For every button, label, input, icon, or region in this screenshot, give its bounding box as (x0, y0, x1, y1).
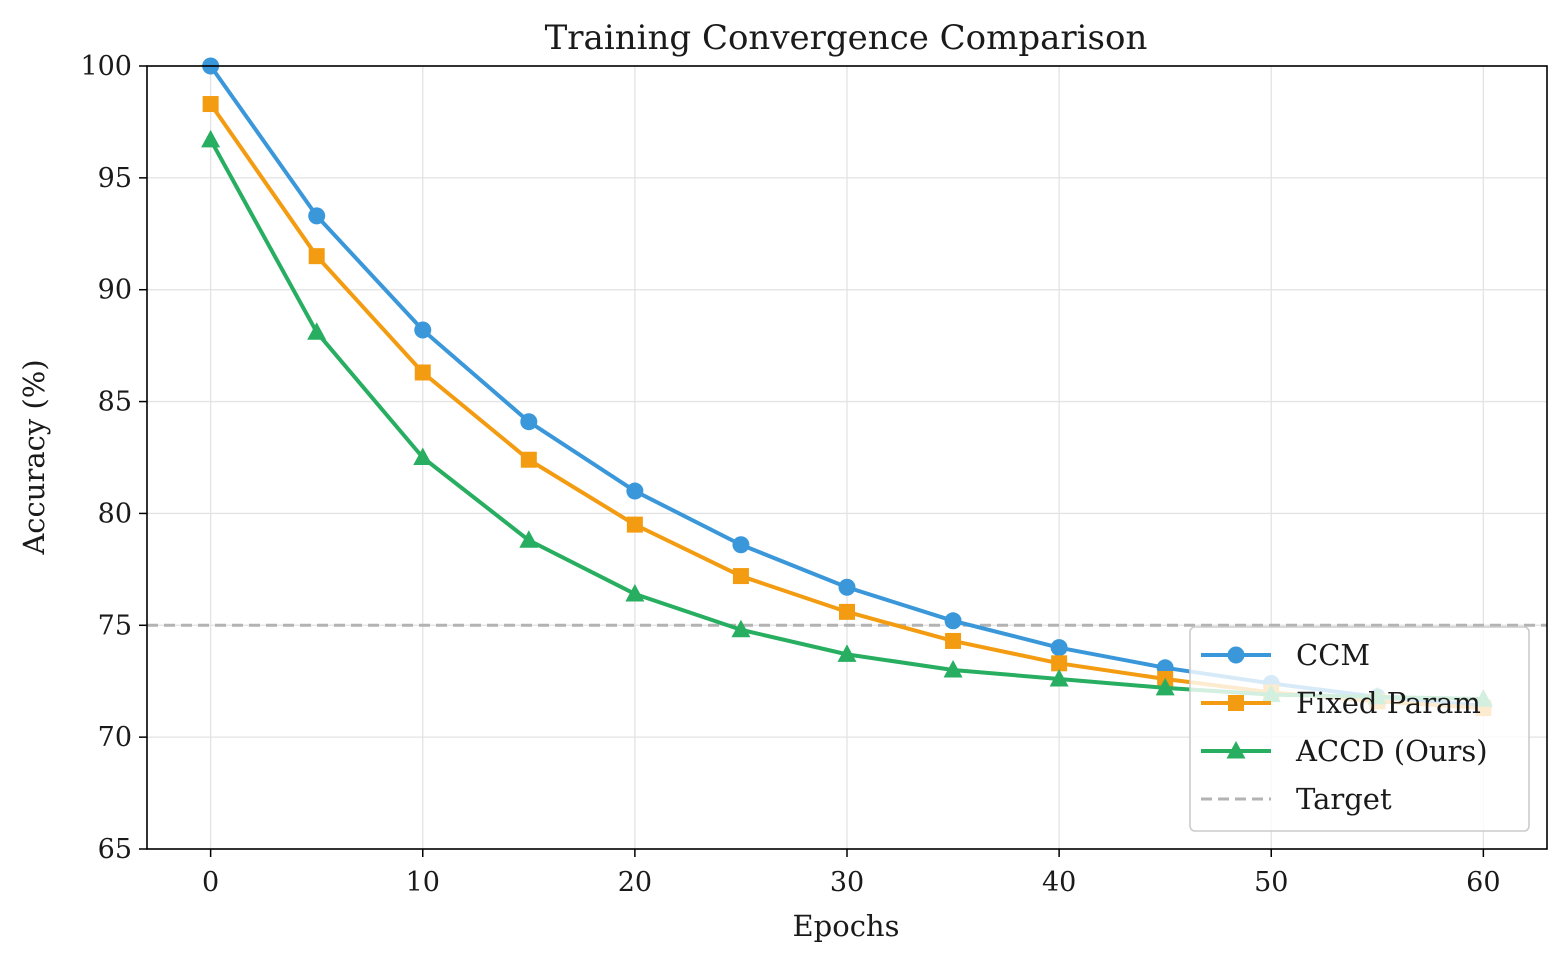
legend-marker (1227, 646, 1245, 664)
legend-label: ACCD (Ours) (1295, 734, 1488, 768)
x-tick-label: 0 (202, 867, 219, 898)
legend-entry: ACCD (Ours) (1201, 734, 1488, 768)
legend-label: CCM (1296, 638, 1370, 672)
legend-entry: Target (1201, 782, 1392, 816)
y-tick-label: 95 (98, 163, 132, 194)
data-point (944, 612, 962, 630)
data-point (1049, 668, 1069, 687)
data-point (626, 482, 644, 500)
data-point (839, 603, 855, 620)
legend-box (1189, 626, 1530, 832)
y-tick-label: 90 (98, 275, 132, 306)
data-point (202, 96, 219, 113)
legend-label: Target (1296, 782, 1392, 816)
chart-title: Training Convergence Comparison (545, 18, 1148, 58)
data-point (732, 536, 750, 554)
data-point (519, 530, 539, 548)
x-tick-label: 10 (406, 867, 440, 898)
data-point (520, 413, 538, 431)
legend-marker (1228, 695, 1244, 711)
data-point (626, 516, 643, 533)
data-point (1051, 655, 1068, 672)
data-point (1155, 677, 1175, 696)
legend-label: Fixed Param (1296, 686, 1481, 720)
data-point (625, 583, 645, 602)
x-tick-label: 50 (1254, 867, 1288, 898)
data-point (945, 632, 962, 649)
data-point (1050, 639, 1068, 657)
axis-ticks: 0 10 20 30 40 50 60 65 70 75 80 85 90 95 100 (80, 51, 1500, 898)
legend-marker (1226, 741, 1246, 759)
legend-entry: CCM (1201, 638, 1370, 672)
x-tick-label: 60 (1466, 867, 1500, 898)
data-point (308, 248, 325, 265)
data-point (308, 207, 326, 225)
y-tick-label: 65 (98, 834, 132, 865)
data-point (520, 451, 537, 468)
y-tick-label: 70 (98, 722, 132, 753)
y-tick-label: 100 (80, 51, 132, 82)
x-tick-label: 20 (618, 867, 652, 898)
x-tick-label: 40 (1042, 867, 1076, 898)
y-axis-label: Accuracy (%) (17, 359, 51, 555)
y-tick-label: 80 (98, 498, 132, 529)
data-point (838, 578, 856, 596)
data-point (414, 321, 432, 339)
y-tick-label: 85 (98, 387, 132, 418)
data-point (307, 322, 327, 340)
data-point (201, 129, 221, 148)
data-point (837, 644, 857, 662)
x-axis-label: Epochs (793, 909, 900, 943)
legend-entry: Fixed Param (1201, 686, 1481, 720)
data-point (414, 364, 431, 381)
x-tick-label: 30 (830, 867, 864, 898)
data-point (731, 619, 751, 638)
y-tick-label: 75 (98, 610, 132, 641)
data-point (413, 447, 433, 465)
data-point (732, 568, 749, 585)
data-point (943, 660, 963, 678)
legend: CCM Fixed Param ACCD (Ours) Target (1189, 626, 1530, 832)
